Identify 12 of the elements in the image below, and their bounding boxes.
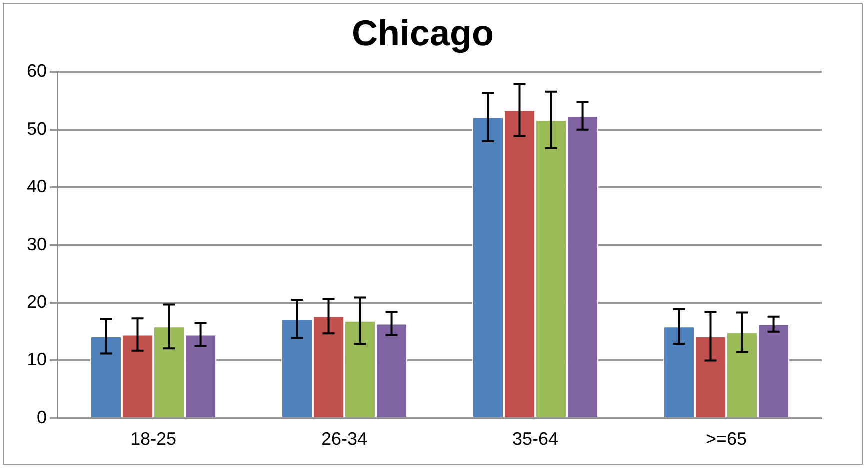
- y-tick-label: 10: [26, 350, 48, 370]
- y-tick-label: 0: [37, 407, 48, 428]
- y-tick-label: 20: [26, 292, 48, 312]
- x-tick-label: 18-25: [130, 429, 177, 450]
- y-tick-label: 50: [26, 118, 48, 139]
- x-tick-label: 26-34: [321, 429, 368, 450]
- y-tick-label: 60: [26, 61, 48, 82]
- x-tick-label: >=65: [706, 429, 748, 450]
- y-tick-label: 40: [26, 176, 48, 197]
- y-tick-label: 30: [26, 234, 48, 254]
- x-tick-label: 35-64: [512, 429, 559, 450]
- chart-title: Chicago: [352, 12, 494, 54]
